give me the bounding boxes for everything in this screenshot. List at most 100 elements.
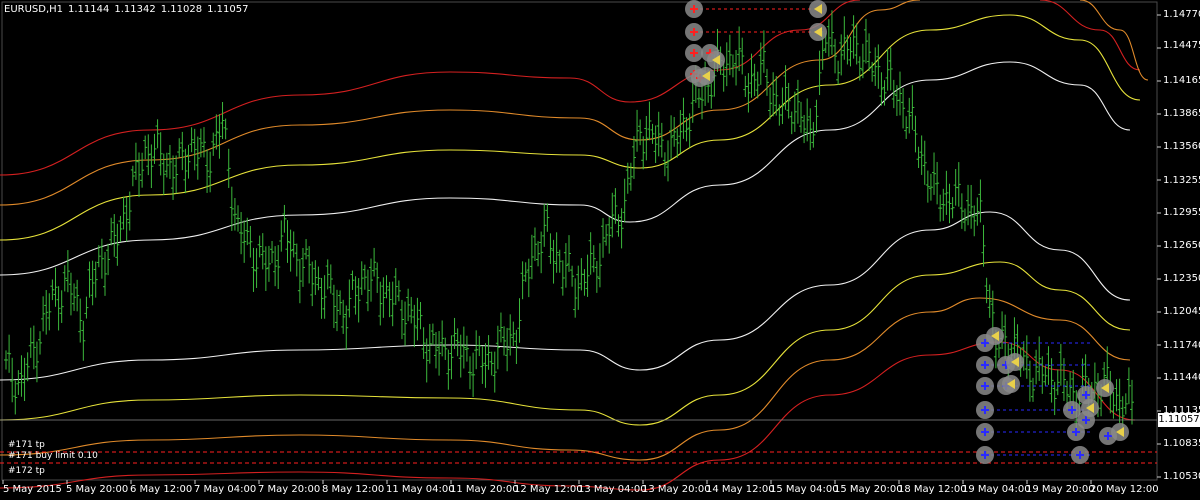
candle — [75, 279, 80, 312]
candle — [771, 72, 776, 117]
close-order-marker — [1096, 379, 1114, 397]
candle — [635, 109, 640, 152]
candle — [396, 280, 401, 302]
buy-order-marker — [976, 401, 994, 419]
marker-arrow — [1011, 357, 1019, 367]
candle — [891, 79, 896, 109]
candle — [217, 114, 222, 159]
buy-order-marker — [1067, 423, 1085, 441]
candle — [81, 320, 86, 361]
candle — [650, 123, 655, 144]
candle — [845, 34, 850, 65]
candle — [597, 243, 602, 288]
candle — [1031, 377, 1036, 402]
candle — [681, 97, 686, 139]
candle — [1040, 356, 1045, 394]
time-tick-label: 11 May 20:00 — [450, 484, 519, 495]
candle — [68, 272, 73, 316]
candle — [560, 260, 565, 296]
candle — [795, 79, 800, 124]
candle — [867, 33, 872, 72]
candle — [192, 128, 197, 171]
candle — [573, 278, 578, 318]
chart-header: EURUSD,H1 1.11144 1.11342 1.11028 1.11057 — [4, 4, 253, 15]
candle — [424, 338, 429, 383]
time-tick-label: 18 May 12:00 — [898, 484, 967, 495]
price-tick-label: 1.13865 — [1163, 108, 1200, 119]
candle — [539, 231, 544, 274]
candle — [226, 148, 231, 188]
candle — [641, 136, 646, 170]
price-tick-label: 1.12045 — [1163, 306, 1200, 317]
candle — [696, 88, 701, 109]
upper-band-2 — [0, 0, 921, 206]
candle — [34, 341, 39, 383]
candle — [446, 349, 451, 390]
price-tick-label: 1.11440 — [1163, 372, 1200, 383]
candle — [109, 217, 114, 246]
candle — [338, 290, 343, 315]
candle — [310, 261, 315, 307]
candle — [916, 146, 921, 168]
symbol-timeframe: EURUSD,H1 — [4, 4, 64, 15]
candle — [737, 26, 742, 72]
candle — [489, 351, 494, 376]
price-tick-label: 1.14165 — [1163, 75, 1200, 86]
candle — [171, 155, 176, 200]
candle — [254, 248, 259, 288]
time-tick-label: 15 May 04:00 — [770, 484, 839, 495]
time-tick-label: 15 May 20:00 — [834, 484, 903, 495]
candle — [1046, 346, 1051, 385]
marker-arrow — [1007, 379, 1015, 389]
marker-arrow — [712, 55, 720, 65]
candle — [1003, 314, 1008, 360]
time-tick-label: 6 May 12:00 — [130, 484, 193, 495]
candle — [102, 251, 107, 296]
price-tick-label: 1.13560 — [1163, 141, 1200, 152]
candle — [347, 279, 352, 318]
candle — [245, 217, 250, 246]
candle — [443, 337, 448, 360]
candle — [300, 247, 305, 287]
candle — [616, 214, 621, 237]
marker-arrow — [814, 4, 822, 14]
candle — [121, 196, 126, 230]
candle — [65, 250, 70, 293]
time-tick-label: 19 May 04:00 — [962, 484, 1031, 495]
high-price: 1.11342 — [114, 4, 156, 15]
candle — [1049, 358, 1054, 403]
candle — [873, 47, 878, 86]
candle — [4, 350, 8, 370]
candle — [1117, 378, 1122, 423]
candle — [304, 239, 309, 260]
candle — [285, 220, 290, 263]
close-price: 1.11057 — [207, 4, 249, 15]
candle — [183, 148, 188, 194]
candle — [415, 297, 420, 341]
candle — [730, 54, 735, 78]
candle — [551, 239, 556, 284]
candle — [607, 217, 612, 254]
candle — [353, 276, 358, 315]
candle — [418, 302, 423, 330]
candle — [897, 71, 902, 116]
candle — [1012, 317, 1017, 359]
candle — [901, 88, 906, 129]
buy-order-marker — [976, 423, 994, 441]
candle — [928, 173, 933, 201]
candle — [526, 258, 531, 298]
candle — [399, 299, 404, 340]
candle — [829, 10, 834, 55]
candle — [1114, 379, 1119, 412]
candle — [1055, 369, 1060, 396]
candle — [198, 128, 203, 158]
close-order-marker — [707, 51, 725, 69]
candle — [205, 149, 210, 193]
candle — [477, 335, 482, 357]
candle — [783, 65, 788, 110]
candle — [1130, 379, 1134, 425]
candle — [211, 132, 216, 156]
candle — [186, 144, 191, 179]
